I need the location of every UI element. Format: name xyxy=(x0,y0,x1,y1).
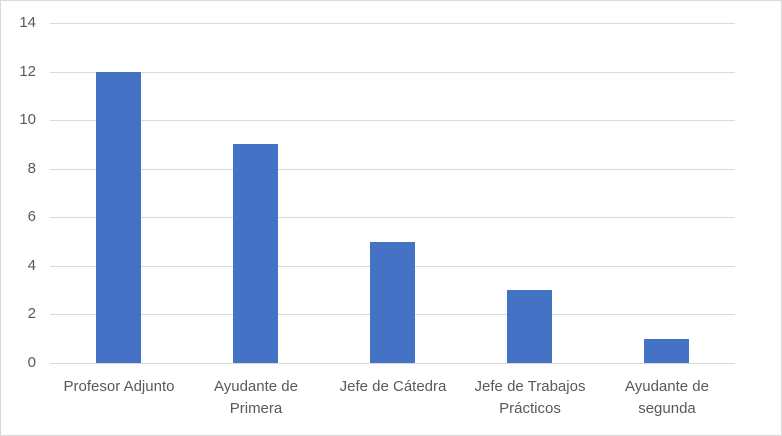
x-tick-label: Ayudante de Primera xyxy=(186,376,326,420)
x-tick-label: Profesor Adjunto xyxy=(49,376,189,398)
y-tick-label: 8 xyxy=(27,160,36,177)
x-tick-label-line: Prácticos xyxy=(499,400,561,417)
gridline xyxy=(50,217,735,218)
gridline xyxy=(50,363,735,364)
x-tick-label-line: Jefe de Cátedra xyxy=(339,378,447,395)
gridline xyxy=(50,23,735,24)
x-tick-label-line: Profesor Adjunto xyxy=(63,378,175,395)
x-tick-label: Jefe de Cátedra xyxy=(323,376,463,398)
bar xyxy=(96,72,141,363)
bar xyxy=(507,290,552,363)
x-tick-label: Jefe de Trabajos Prácticos xyxy=(460,376,600,420)
gridline xyxy=(50,169,735,170)
y-tick-label: 14 xyxy=(19,14,36,31)
y-tick-label: 2 xyxy=(27,305,36,322)
y-tick-label: 12 xyxy=(19,63,36,80)
x-tick-label-line: Ayudante de xyxy=(214,378,298,395)
y-tick-label: 0 xyxy=(27,354,36,371)
y-tick-label: 6 xyxy=(27,208,36,225)
y-tick-label: 4 xyxy=(27,257,36,274)
x-tick-label-line: Jefe de Trabajos xyxy=(474,378,586,395)
x-tick-label-line: Ayudante de xyxy=(625,378,709,395)
x-tick-label: Ayudante de segunda xyxy=(597,376,737,420)
gridline xyxy=(50,120,735,121)
bar xyxy=(370,242,415,363)
gridline xyxy=(50,72,735,73)
bar xyxy=(233,144,278,363)
x-tick-label-line: Primera xyxy=(229,400,283,417)
x-tick-label-line: segunda xyxy=(638,400,696,417)
y-tick-label: 10 xyxy=(19,111,36,128)
bar xyxy=(644,339,689,363)
